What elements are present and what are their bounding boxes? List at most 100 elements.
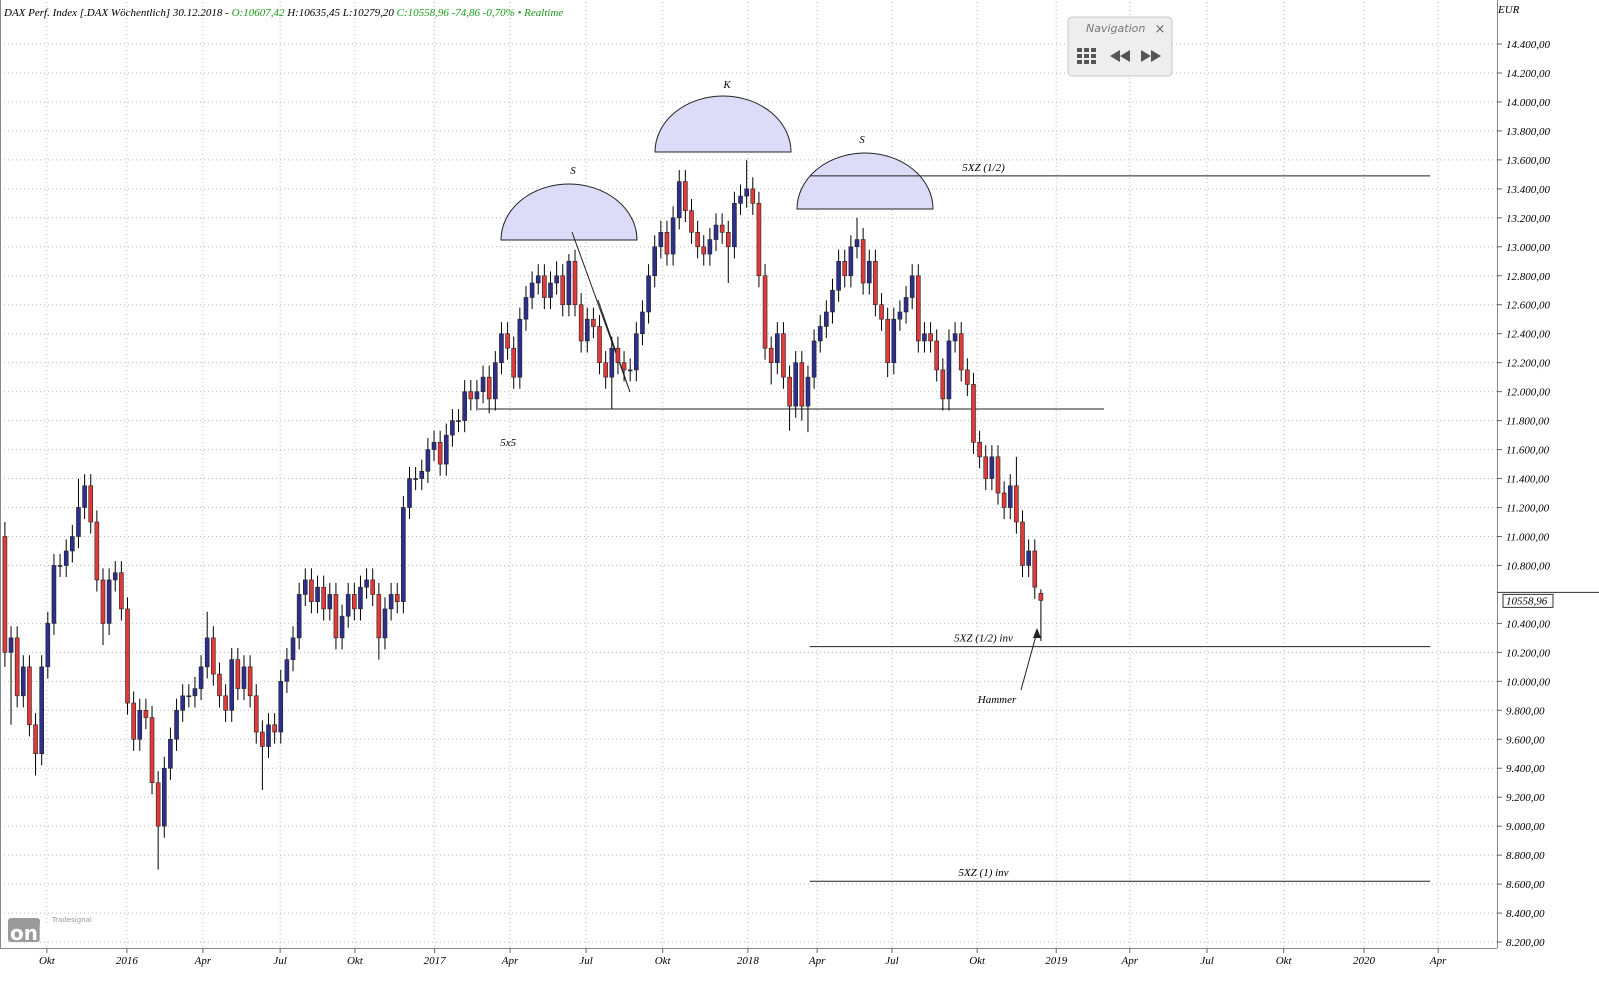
candle-body <box>260 731 265 747</box>
close-button[interactable]: × <box>1155 22 1166 37</box>
candle-body <box>965 369 970 385</box>
y-tick-label: 13.400,00 <box>1506 184 1551 196</box>
candle-body <box>401 507 406 602</box>
candle-body <box>989 456 995 479</box>
candle-body <box>750 188 756 204</box>
candle-body <box>302 579 308 595</box>
candle-body <box>419 471 425 479</box>
candle-body <box>529 282 535 298</box>
candle-body <box>27 666 32 726</box>
candle-body <box>462 391 467 421</box>
y-tick-label: 8.400,00 <box>1506 908 1545 920</box>
candle-body <box>394 594 400 602</box>
candle-body <box>407 478 412 508</box>
candle-body <box>174 710 179 740</box>
candle-body <box>253 695 259 733</box>
level-label: 5XZ (1/2) <box>962 162 1005 174</box>
candle-body <box>57 565 63 567</box>
x-tick-label: Apr <box>1429 955 1447 967</box>
candle-body <box>572 260 578 306</box>
x-tick-label: Apr <box>501 955 519 967</box>
candle-body <box>952 333 958 342</box>
candle-body <box>63 550 69 566</box>
candle-body <box>131 702 136 740</box>
y-tick-label: 11.000,00 <box>1506 531 1550 543</box>
candle-body <box>2 536 8 653</box>
candle-body <box>1007 485 1013 508</box>
axis-unit: EUR <box>1497 4 1520 16</box>
logo-brand: Tradesignal <box>51 916 92 924</box>
y-tick-label: 10.400,00 <box>1506 618 1551 630</box>
candle-body <box>670 217 676 255</box>
candle-body <box>333 594 339 639</box>
shoulder-arc <box>796 152 934 210</box>
candle-body <box>627 369 633 372</box>
candle-body <box>958 333 964 371</box>
candle-body <box>345 594 351 617</box>
candle-body <box>511 347 517 378</box>
candle-body <box>824 311 829 327</box>
candle-body <box>597 326 602 363</box>
candle-body <box>548 282 553 298</box>
candle-body <box>732 203 737 248</box>
y-tick-label: 13.600,00 <box>1506 155 1551 167</box>
last-price-label: 10558,96 <box>1506 595 1548 607</box>
candle-body <box>1038 593 1044 601</box>
candle-body <box>903 297 909 313</box>
head-arc <box>654 95 792 153</box>
candle-body <box>848 246 854 277</box>
annotation: S <box>859 134 865 146</box>
candle-body <box>1001 492 1007 508</box>
x-tick-label: 2016 <box>116 955 139 967</box>
y-tick-label: 12.200,00 <box>1506 358 1551 370</box>
grid <box>0 2 1497 948</box>
y-tick-label: 9.200,00 <box>1506 792 1545 804</box>
candle-body <box>266 724 271 747</box>
candle-body <box>33 724 38 755</box>
navigation-panel: Navigation × <box>1067 16 1173 77</box>
grid-button[interactable] <box>1077 48 1096 64</box>
rewind-button[interactable] <box>1110 50 1130 62</box>
candle-body <box>842 260 848 277</box>
candle-body <box>603 362 608 378</box>
candle-body <box>860 239 866 284</box>
x-tick-label: Okt <box>39 955 56 967</box>
candle-body <box>689 210 694 233</box>
candle-body <box>615 347 621 363</box>
y-tick-label: 12.400,00 <box>1506 329 1551 341</box>
candle-body <box>560 275 566 306</box>
candle-body <box>388 594 394 610</box>
forward-button[interactable] <box>1141 50 1161 62</box>
candle-body <box>290 637 296 660</box>
candle-body <box>707 239 713 255</box>
x-tick-label: Okt <box>1276 955 1293 967</box>
candle-body <box>425 449 431 472</box>
y-tick-label: 8.800,00 <box>1506 850 1545 862</box>
candle-body <box>1032 550 1038 588</box>
candle-body <box>542 275 547 298</box>
candle-body <box>229 659 235 711</box>
panel-title: Navigation <box>1086 22 1145 35</box>
candle-body <box>94 521 100 581</box>
candle-body <box>971 384 976 443</box>
arrow <box>1020 631 1038 691</box>
candle-body <box>474 391 480 400</box>
y-tick-label: 11.600,00 <box>1506 445 1550 457</box>
last-price-box <box>1502 593 1554 608</box>
candle-body <box>977 442 982 458</box>
x-tick-label: 2019 <box>1045 955 1068 967</box>
annotation: Hammer <box>977 694 1017 706</box>
y-tick-label: 12.000,00 <box>1506 387 1551 399</box>
x-tick-label: Jul <box>579 955 592 967</box>
candle-body <box>854 239 860 248</box>
candle-body <box>241 666 247 689</box>
candle-body <box>278 681 284 733</box>
candle-body <box>480 376 486 392</box>
candle-body <box>775 333 780 363</box>
candle-body <box>554 275 559 284</box>
level-label: 5x5 <box>500 437 516 449</box>
candle-body <box>70 536 75 552</box>
candle-body <box>468 391 474 400</box>
candle-body <box>578 304 584 342</box>
candle-body <box>701 246 707 255</box>
